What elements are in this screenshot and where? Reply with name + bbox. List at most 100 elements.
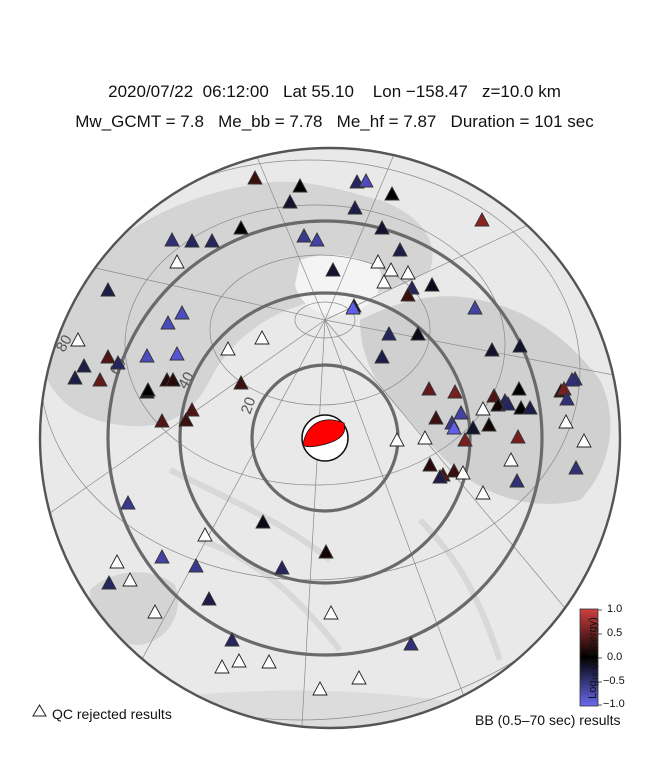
qc-rejected-station-triangle-icon [122, 572, 138, 587]
ring-label-80: 80 [53, 332, 76, 355]
qc-rejected-station-triangle-icon [231, 653, 247, 668]
station-triangle-icon [309, 232, 325, 247]
colorbar-title: Log₁₀ (Δ Energy) [587, 617, 599, 699]
station-triangle-icon [164, 232, 180, 247]
station-triangle-icon [184, 402, 200, 417]
colorbar-tick-2: 0.5 [607, 627, 623, 639]
station-triangle-icon [446, 420, 462, 435]
station-triangle-icon [247, 170, 263, 185]
qc-rejected-station-triangle-icon [558, 414, 574, 429]
station-triangle-icon [255, 514, 271, 529]
station-triangle-icon [374, 349, 390, 364]
station-triangle-icon [345, 300, 361, 315]
station-triangle-icon [428, 410, 444, 425]
station-triangles [67, 170, 592, 696]
colorbar-tick-4: −0.5 [603, 675, 625, 687]
station-triangle-icon [410, 326, 426, 341]
station-triangle-icon [201, 591, 217, 606]
qc-rejected-station-triangle-icon [312, 681, 328, 696]
qc-rejected-station-triangle-icon [323, 605, 339, 620]
qc-rejected-station-triangle-icon [475, 485, 491, 500]
station-triangle-icon [139, 348, 155, 363]
station-triangle-icon [509, 473, 525, 488]
station-triangle-icon [465, 420, 481, 435]
station-triangle-icon [457, 432, 473, 447]
station-triangle-icon [274, 560, 290, 575]
station-triangle-icon [490, 397, 506, 412]
event-info-line2: Mw_GCMT = 7.8 Me_bb = 7.78 Me_hf = 7.87 … [75, 112, 594, 131]
station-triangle-icon [400, 287, 416, 302]
station-triangle-icon [568, 460, 584, 475]
station-triangle-icon [381, 326, 397, 341]
station-triangle-icon [292, 178, 308, 193]
station-triangle-icon [174, 305, 190, 320]
station-triangle-icon [224, 632, 240, 647]
station-triangle-icon [92, 372, 108, 387]
ring-60 [106, 219, 544, 657]
station-triangle-icon [188, 558, 204, 573]
station-triangle-icon [160, 315, 176, 330]
station-triangle-icon [100, 349, 116, 364]
station-triangle-icon [453, 405, 469, 420]
station-triangle-icon [512, 338, 528, 353]
station-triangle-icon [392, 242, 408, 257]
qc-rejected-station-triangle-icon [197, 527, 213, 542]
station-triangle-icon [233, 220, 249, 235]
station-triangle-icon [374, 220, 390, 235]
qc-rejected-station-triangle-icon [389, 432, 405, 447]
station-triangle-icon [421, 381, 437, 396]
station-triangle-icon [318, 544, 334, 559]
qc-rejected-station-triangle-icon [169, 254, 185, 269]
qc-rejected-station-triangle-icon [455, 465, 471, 480]
station-triangle-icon [447, 384, 463, 399]
station-triangle-icon [184, 233, 200, 248]
station-triangle-icon [120, 495, 136, 510]
station-triangle-icon [100, 282, 116, 297]
station-triangle-icon [522, 400, 538, 415]
station-triangle-icon [169, 346, 185, 361]
station-triangle-icon [282, 194, 298, 209]
qc-rejected-station-triangle-icon [475, 401, 491, 416]
station-triangle-icon [474, 212, 490, 227]
qc-rejected-station-triangle-icon [503, 452, 519, 467]
event-info-line1: 2020/07/22 06:12:00 Lat 55.10 Lon −158.4… [108, 82, 561, 101]
station-triangle-icon [76, 358, 92, 373]
station-triangle-icon [154, 549, 170, 564]
qc-rejected-station-triangle-icon [400, 265, 416, 280]
station-triangle-icon [204, 233, 220, 248]
qc-rejected-station-triangle-icon [370, 254, 386, 269]
station-triangle-icon [467, 300, 483, 315]
qc-rejected-station-triangle-icon [417, 430, 433, 445]
qc-rejected-station-triangle-icon [576, 433, 592, 448]
qc-rejected-station-triangle-icon [220, 341, 236, 356]
station-triangle-icon [110, 355, 126, 370]
station-triangle-icon [384, 186, 400, 201]
graticule [40, 148, 620, 728]
ring-label-20: 20 [238, 395, 260, 416]
station-triangle-icon [165, 372, 181, 387]
station-triangle-icon [358, 173, 374, 188]
station-triangle-icon [233, 375, 249, 390]
station-triangle-icon [403, 636, 419, 651]
station-triangle-icon [178, 412, 194, 427]
station-triangle-icon [432, 469, 448, 484]
qc-rejected-station-triangle-icon [147, 604, 163, 619]
station-triangle-icon [347, 200, 363, 215]
bb-results-label: BB (0.5–70 sec) results [475, 712, 621, 728]
colorbar-ticks [598, 609, 602, 706]
globe-outline [38, 146, 622, 730]
qc-rejected-station-triangle-icon [383, 262, 399, 277]
qc-legend-label: QC rejected results [52, 706, 172, 722]
station-triangle-icon [422, 457, 438, 472]
colorbar-tick-5: −1.0 [603, 698, 625, 710]
colorbar-tick-3: 0.0 [607, 651, 623, 663]
qc-rejected-station-triangle-icon [70, 332, 86, 347]
station-triangle-icon [446, 463, 462, 478]
station-triangle-icon [154, 413, 170, 428]
qc-rejected-station-triangle-icon [351, 670, 367, 685]
colorbar-tick-1: 1.0 [607, 603, 623, 615]
qc-rejected-station-triangle-icon [376, 274, 392, 289]
station-triangle-icon [556, 381, 572, 396]
station-triangle-icon [325, 262, 341, 277]
qc-rejected-station-triangle-icon [214, 659, 230, 674]
